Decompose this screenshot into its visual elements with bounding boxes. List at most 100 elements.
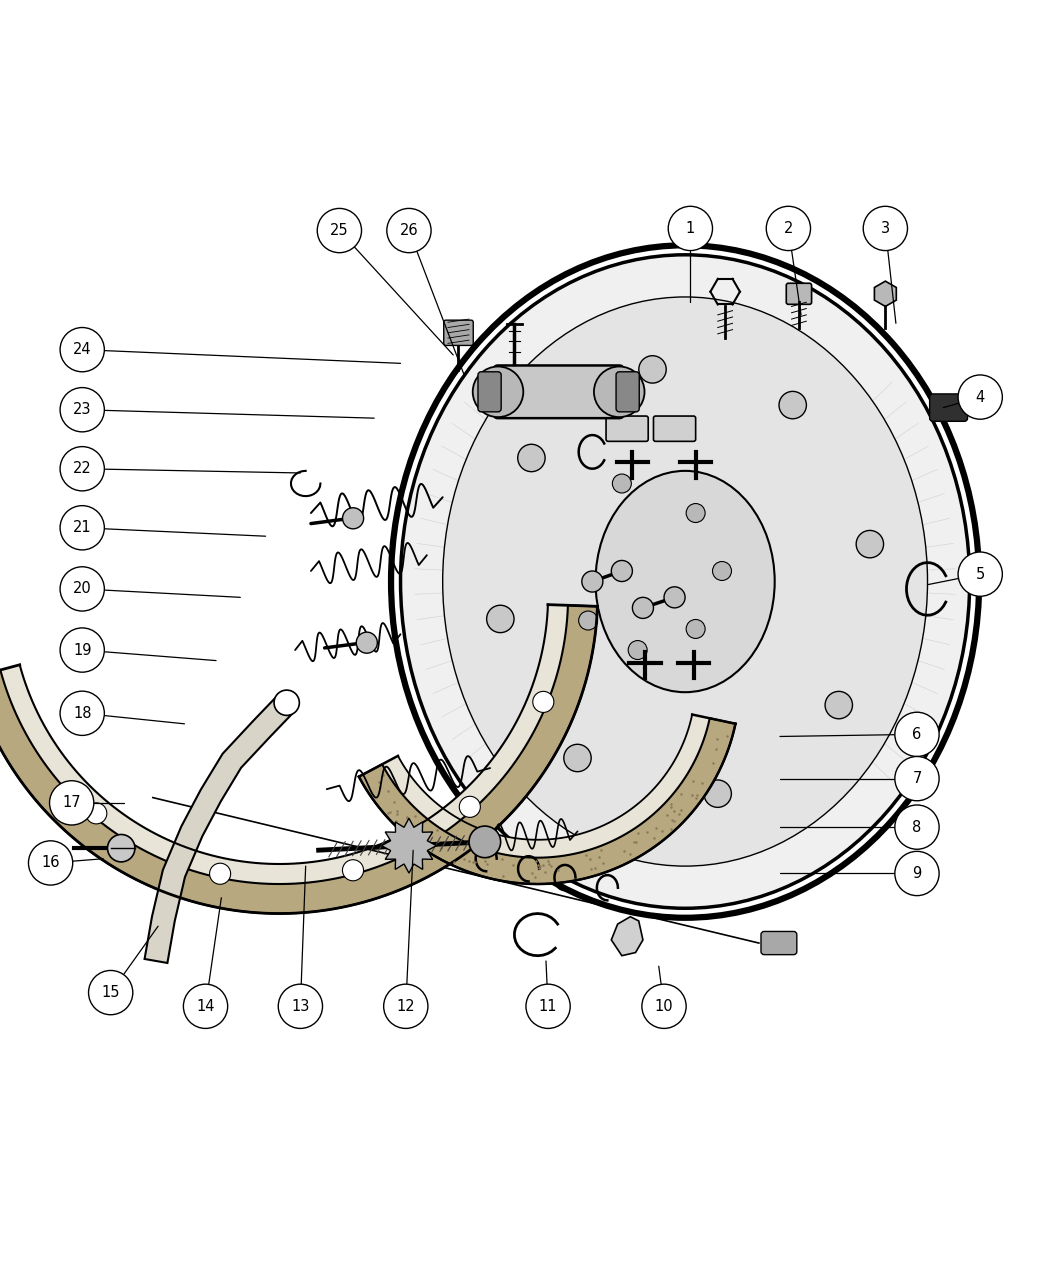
Circle shape — [278, 984, 323, 1028]
Ellipse shape — [596, 471, 775, 692]
Circle shape — [60, 567, 104, 611]
FancyBboxPatch shape — [493, 366, 624, 418]
Circle shape — [779, 391, 806, 418]
Circle shape — [686, 504, 705, 523]
Text: 18: 18 — [73, 706, 92, 721]
Circle shape — [895, 712, 939, 756]
Circle shape — [825, 692, 853, 719]
Text: 6: 6 — [913, 726, 921, 742]
Circle shape — [639, 356, 666, 384]
Text: 19: 19 — [73, 642, 92, 657]
Circle shape — [895, 804, 939, 849]
Circle shape — [766, 206, 811, 251]
Circle shape — [713, 561, 731, 581]
FancyBboxPatch shape — [930, 394, 968, 421]
Circle shape — [317, 208, 362, 253]
Circle shape — [343, 859, 364, 881]
Circle shape — [856, 531, 883, 558]
Circle shape — [274, 691, 299, 715]
Text: 11: 11 — [539, 999, 558, 1014]
Circle shape — [210, 863, 231, 884]
Circle shape — [526, 984, 570, 1028]
Circle shape — [183, 984, 228, 1028]
Circle shape — [686, 619, 705, 638]
Circle shape — [60, 691, 104, 735]
FancyBboxPatch shape — [786, 283, 812, 304]
Circle shape — [384, 984, 428, 1028]
Circle shape — [60, 446, 104, 491]
Ellipse shape — [443, 297, 928, 866]
Circle shape — [628, 641, 647, 660]
Polygon shape — [0, 605, 598, 913]
Circle shape — [356, 632, 377, 654]
Circle shape — [863, 206, 907, 251]
Circle shape — [469, 826, 501, 858]
Circle shape — [518, 444, 545, 472]
Text: 4: 4 — [976, 390, 984, 404]
Circle shape — [532, 692, 553, 712]
Text: 5: 5 — [976, 567, 984, 582]
Circle shape — [579, 611, 598, 631]
FancyBboxPatch shape — [616, 372, 640, 412]
Text: 9: 9 — [913, 866, 921, 881]
Circle shape — [343, 508, 364, 528]
Text: 20: 20 — [73, 582, 92, 596]
Text: 7: 7 — [913, 771, 921, 787]
Circle shape — [460, 797, 481, 817]
Text: 3: 3 — [881, 221, 890, 235]
Circle shape — [664, 587, 685, 608]
Circle shape — [60, 505, 104, 550]
Circle shape — [704, 780, 731, 807]
Ellipse shape — [401, 255, 970, 908]
Text: 8: 8 — [913, 820, 921, 835]
FancyBboxPatch shape — [761, 931, 797, 954]
Circle shape — [473, 367, 524, 417]
Circle shape — [28, 840, 73, 885]
Circle shape — [642, 984, 686, 1028]
Text: 26: 26 — [399, 223, 418, 238]
Polygon shape — [358, 719, 736, 884]
Text: 25: 25 — [330, 223, 349, 238]
Circle shape — [668, 206, 713, 251]
Circle shape — [895, 756, 939, 801]
FancyBboxPatch shape — [479, 372, 502, 412]
Polygon shape — [144, 694, 295, 963]
Text: 15: 15 — [101, 985, 120, 1000]
Circle shape — [612, 475, 631, 492]
Circle shape — [895, 852, 939, 895]
Circle shape — [611, 560, 632, 582]
Circle shape — [85, 803, 106, 824]
FancyBboxPatch shape — [653, 416, 696, 441]
Circle shape — [958, 553, 1002, 596]
Circle shape — [108, 834, 135, 862]
Circle shape — [594, 367, 645, 417]
Text: 14: 14 — [196, 999, 215, 1014]
Text: 2: 2 — [784, 221, 793, 235]
Circle shape — [60, 628, 104, 673]
Text: 24: 24 — [73, 343, 92, 357]
Circle shape — [387, 208, 431, 253]
Polygon shape — [875, 281, 896, 307]
Circle shape — [50, 780, 94, 825]
Text: 23: 23 — [73, 402, 92, 417]
Text: 12: 12 — [396, 999, 415, 1014]
Polygon shape — [358, 715, 736, 884]
Text: 10: 10 — [655, 999, 674, 1014]
Polygon shape — [0, 605, 598, 913]
Polygon shape — [382, 819, 436, 874]
Text: 17: 17 — [62, 796, 81, 811]
Circle shape — [487, 605, 514, 633]
Text: 16: 16 — [41, 856, 60, 871]
Circle shape — [632, 597, 653, 619]
Circle shape — [89, 971, 133, 1014]
Circle shape — [564, 744, 591, 771]
FancyBboxPatch shape — [606, 416, 648, 441]
FancyBboxPatch shape — [444, 320, 473, 345]
Text: 21: 21 — [73, 521, 92, 536]
Circle shape — [60, 388, 104, 432]
Circle shape — [582, 570, 603, 592]
Text: 22: 22 — [73, 462, 92, 476]
Text: 1: 1 — [686, 221, 695, 235]
Circle shape — [958, 375, 1002, 420]
Text: 13: 13 — [291, 999, 310, 1014]
